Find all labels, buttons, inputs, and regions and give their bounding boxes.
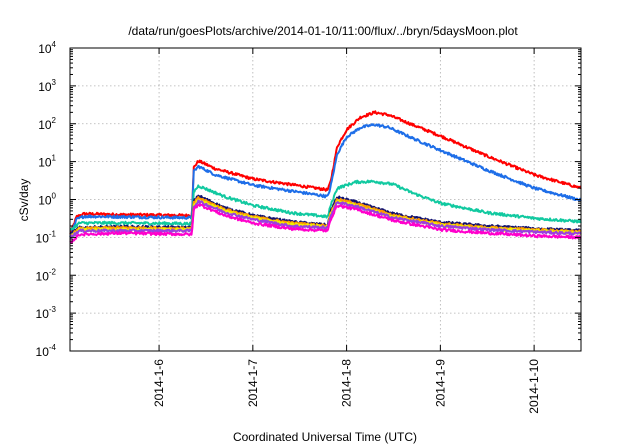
y-tick-base: 10 <box>38 80 52 94</box>
y-tick-exponent: 1 <box>52 154 57 163</box>
series-line-8 <box>69 203 582 245</box>
y-tick-base: 10 <box>38 156 52 170</box>
plot-frame <box>69 47 582 352</box>
x-axis-label: Coordinated Universal Time (UTC) <box>233 430 417 444</box>
y-axis-label: cSv/day <box>17 179 31 222</box>
x-tick-label: 2014-1-8 <box>340 359 354 407</box>
y-tick-label: 100 <box>38 192 56 208</box>
grid <box>70 48 581 351</box>
y-tick-exponent: 3 <box>52 78 57 87</box>
y-tick-base: 10 <box>36 345 50 359</box>
chart-title: /data/run/goesPlots/archive/2014-01-10/1… <box>128 24 518 38</box>
y-tick-label: 102 <box>38 116 56 132</box>
x-tick-label: 2014-1-9 <box>433 359 447 407</box>
y-tick-base: 10 <box>38 194 52 208</box>
y-tick-exponent: -3 <box>49 305 57 314</box>
y-tick-label: 10-3 <box>36 305 57 321</box>
y-tick-label: 10-2 <box>36 267 57 283</box>
y-tick-base: 10 <box>36 307 50 321</box>
y-tick-base: 10 <box>36 269 50 283</box>
y-tick-base: 10 <box>38 118 52 132</box>
x-tick-label: 2014-1-6 <box>152 359 166 407</box>
x-tick-label: 2014-1-7 <box>246 359 260 407</box>
x-tick-label: 2014-1-10 <box>527 359 541 414</box>
series-group <box>69 110 582 245</box>
y-tick-label: 104 <box>38 40 56 56</box>
series-line-2 <box>69 123 582 238</box>
y-tick-exponent: -4 <box>49 343 57 352</box>
y-tick-base: 10 <box>38 42 52 56</box>
y-tick-base: 10 <box>36 231 50 245</box>
y-tick-exponent: 4 <box>52 40 57 49</box>
y-tick-label: 10-4 <box>36 343 57 359</box>
y-tick-exponent: -1 <box>49 229 57 238</box>
y-tick-exponent: 2 <box>52 116 57 125</box>
y-tick-label: 103 <box>38 78 56 94</box>
y-tick-label: 10-1 <box>36 229 57 245</box>
y-tick-exponent: 0 <box>52 192 57 201</box>
series-line-3 <box>69 179 582 231</box>
y-tick-exponent: -2 <box>49 267 57 276</box>
y-tick-label: 101 <box>38 154 56 170</box>
series-line-7 <box>69 199 582 240</box>
